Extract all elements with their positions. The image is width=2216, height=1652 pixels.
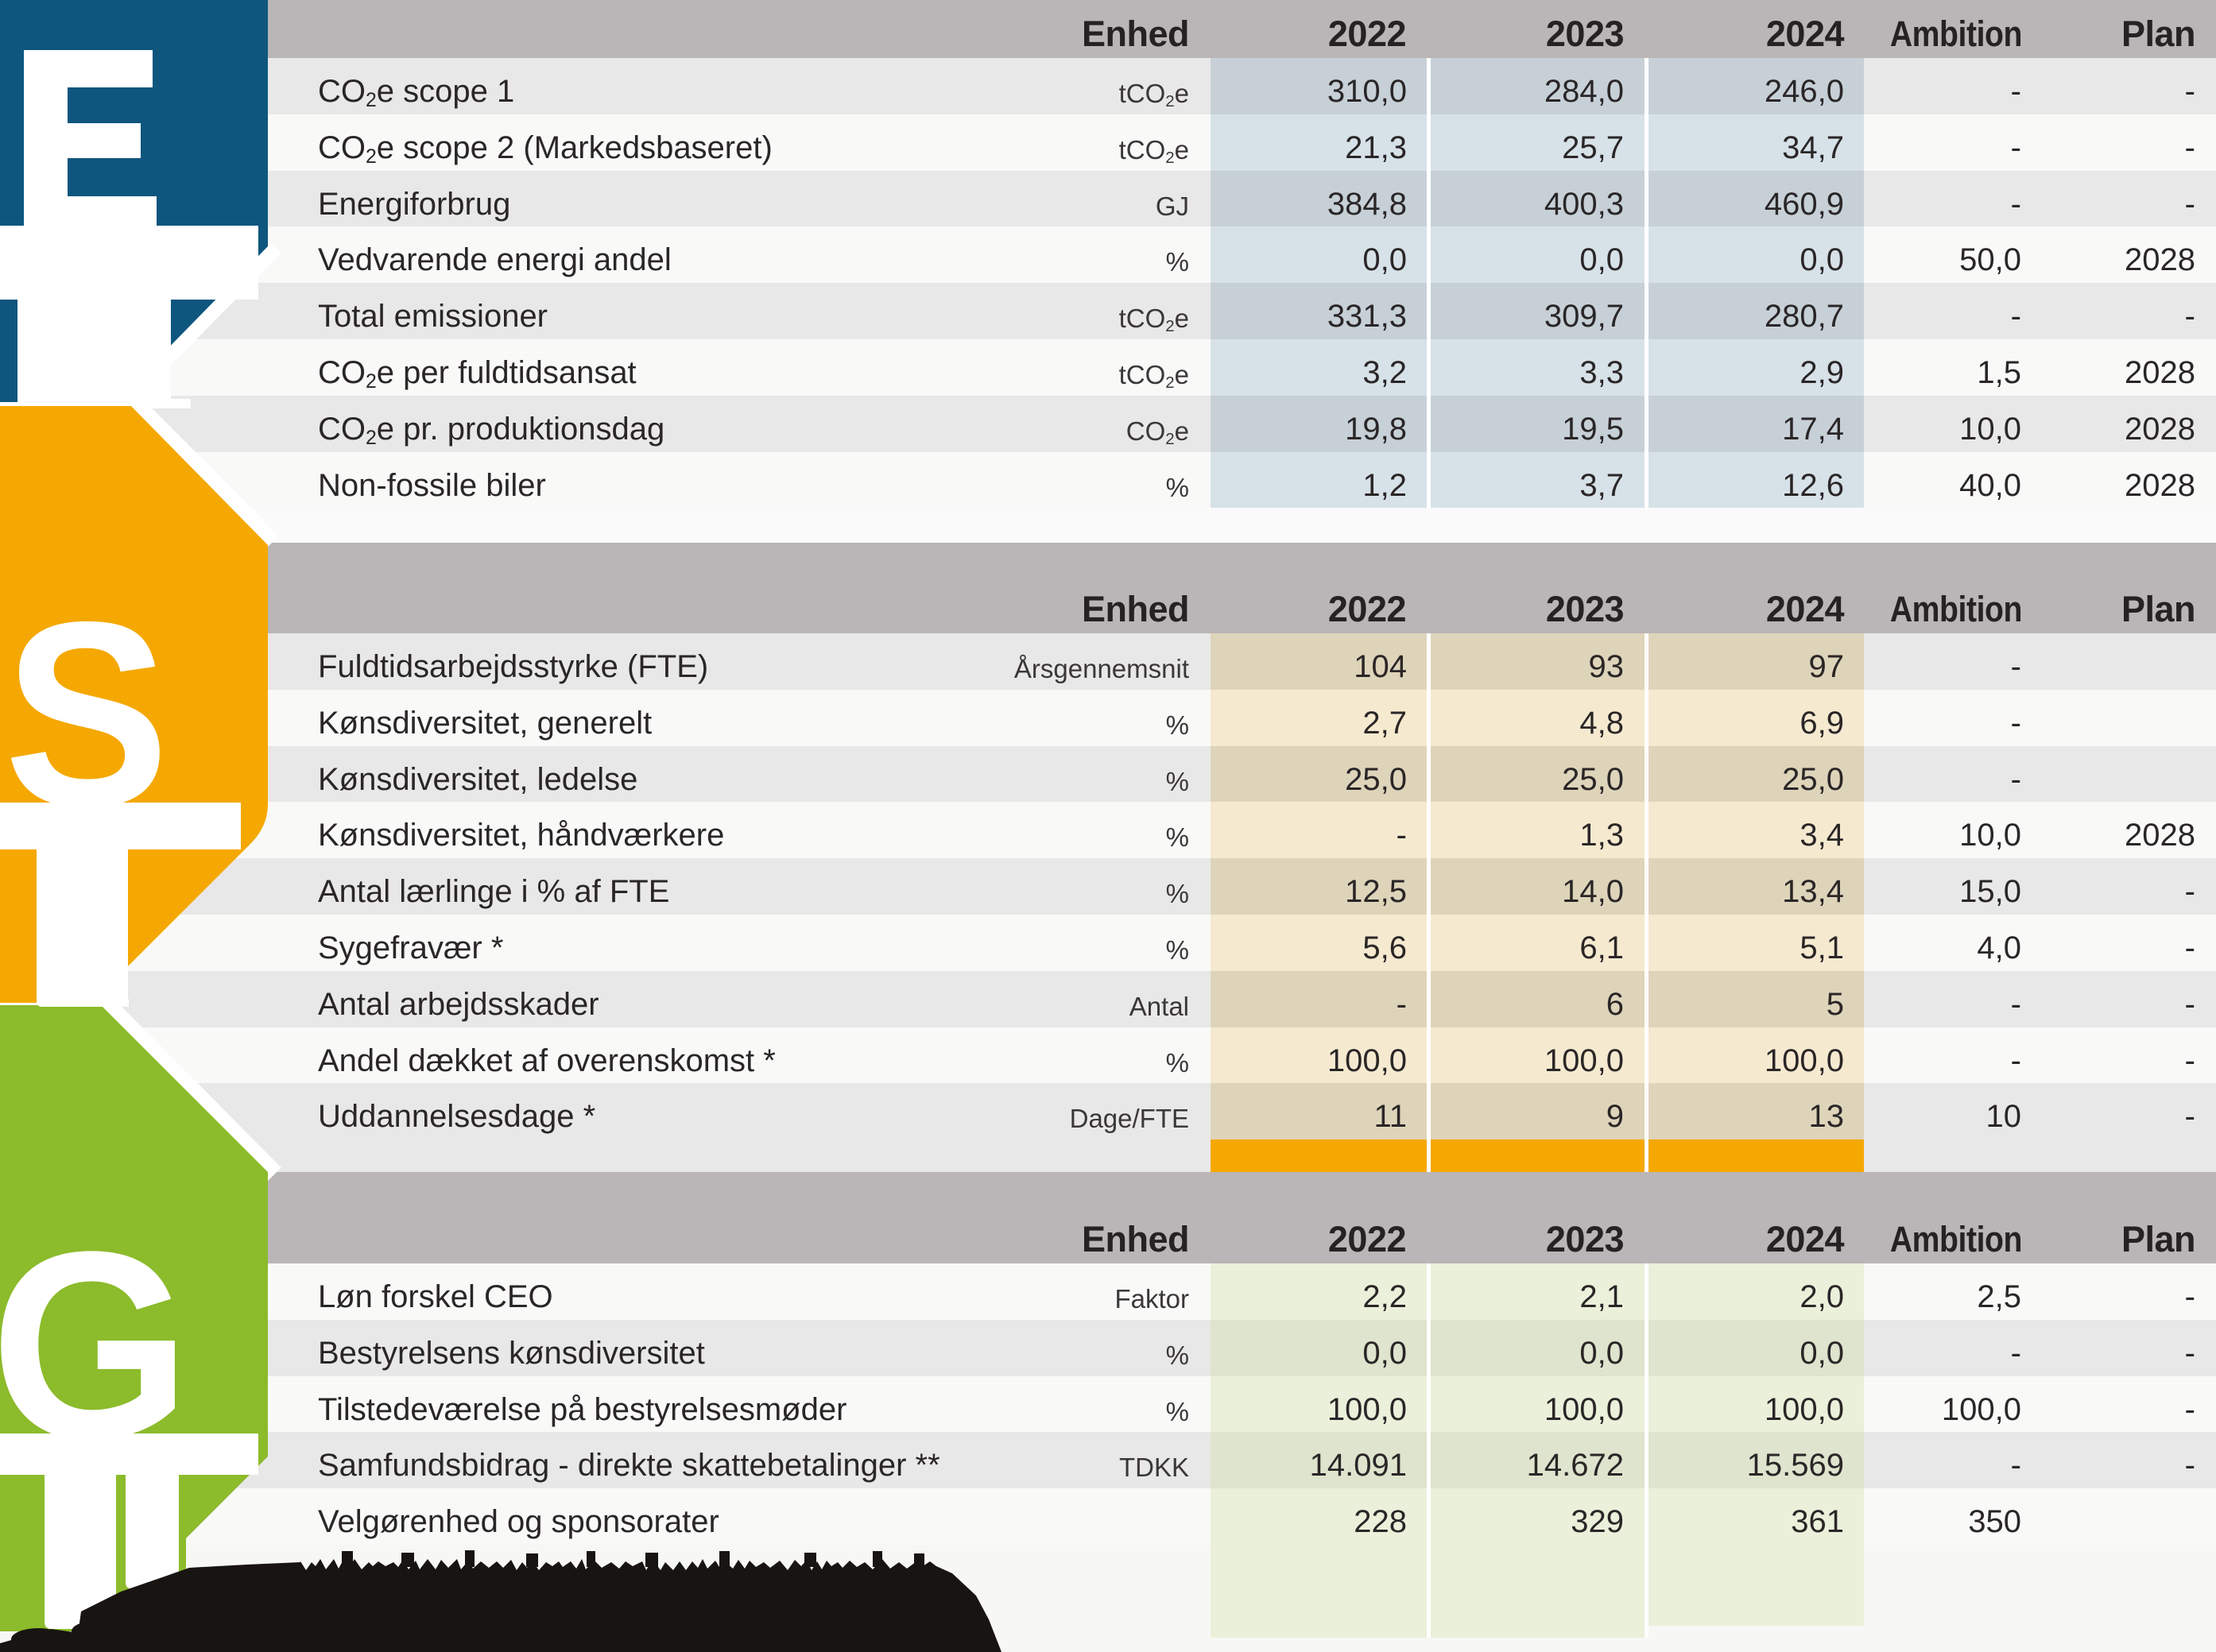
svg-text:G: G: [0, 1197, 191, 1495]
svg-text:S: S: [4, 567, 169, 861]
